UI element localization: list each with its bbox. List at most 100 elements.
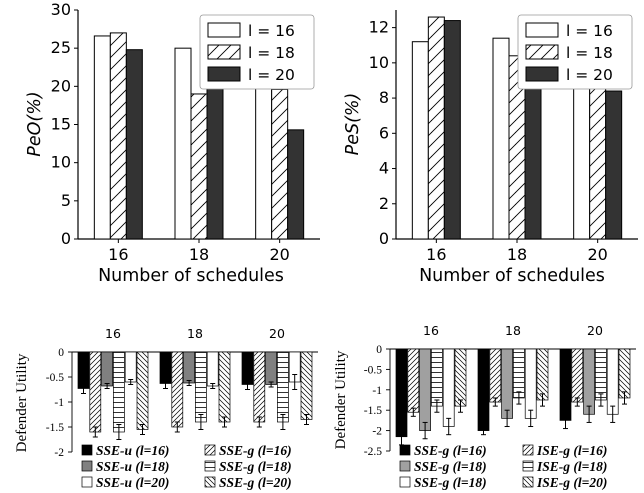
y-tick-label: -2 (372, 426, 382, 438)
y-tick-label: 20 (51, 76, 71, 95)
bar (595, 348, 607, 401)
chart-utility-ise: 0 -0.5 -1 -1.5 -2 -2.5 16 18 20 Defender Utility S… (333, 323, 636, 490)
y-tick-label: -1.5 (364, 405, 382, 417)
legend-label: SSE-g (l=16) (414, 443, 487, 458)
chart-utility-sse: 0 -0.5 -1 -1.5 -2 16 18 20 Defender Utility SSE-u… (14, 326, 318, 490)
bar (489, 348, 502, 403)
y-tick-label: 10 (369, 53, 389, 72)
bar (113, 351, 125, 433)
legend-swatch (525, 22, 559, 38)
category-label: 20 (587, 323, 603, 338)
category-label: 16 (423, 323, 439, 338)
legend-label: l = 16 (248, 22, 295, 40)
y-tick-label: -0.5 (46, 372, 64, 384)
legend-label: SSE-g (l=18) (414, 459, 487, 474)
bar (265, 351, 277, 385)
legend-swatch (399, 476, 411, 488)
bar (442, 348, 455, 427)
bar (171, 351, 184, 428)
y-tick-label: 4 (379, 159, 389, 178)
y-tick-label: -0.5 (364, 364, 382, 376)
bar (477, 348, 490, 431)
legend-label: l = 18 (248, 44, 295, 62)
bar (183, 351, 195, 384)
y-tick-label: 8 (379, 88, 389, 107)
bar (427, 16, 445, 240)
bar (524, 348, 537, 419)
y-tick-label: 15 (51, 115, 71, 134)
y-tick-label: -1 (372, 385, 382, 397)
legend-swatch (522, 460, 534, 472)
bar (411, 41, 429, 240)
legend-swatch (207, 44, 241, 60)
category-label: 18 (505, 323, 521, 338)
y-tick-label: 30 (51, 0, 71, 19)
y-axis-label: PeS(%) (343, 93, 363, 156)
legend-label: SSE-g (l=16) (219, 443, 292, 458)
bar (277, 351, 289, 423)
legend-label: ISE-g (l=20) (536, 475, 607, 490)
x-tick-label: 18 (189, 245, 209, 264)
y-tick-label: 6 (379, 123, 389, 142)
legend-label: l = 20 (248, 66, 295, 84)
legend-label: SSE-g (l=20) (219, 475, 292, 490)
y-tick-label: 10 (51, 153, 71, 172)
y-tick-label: -1.5 (46, 422, 64, 434)
x-tick-label: 16 (108, 245, 128, 264)
legend-swatch (207, 66, 241, 82)
legend-swatch (399, 444, 411, 456)
y-tick-label: 2 (379, 194, 389, 213)
bar (93, 35, 111, 240)
bar (407, 348, 420, 413)
bar (431, 348, 443, 407)
y-tick-label: 0 (58, 347, 64, 359)
x-tick-label: 18 (507, 245, 527, 264)
legend-swatch (204, 460, 216, 472)
y-tick-label: 25 (51, 38, 71, 57)
y-tick-label: -2.5 (364, 446, 382, 458)
bar (174, 47, 192, 240)
bar (300, 351, 313, 420)
y-tick-label: -2 (54, 447, 64, 459)
x-axis-label: Number of schedules (98, 266, 284, 286)
bar (136, 351, 149, 430)
bar (125, 49, 143, 240)
bar (190, 93, 208, 240)
bar (605, 90, 623, 240)
bar (124, 351, 137, 383)
y-tick-label: 0 (379, 229, 389, 248)
bar (287, 129, 305, 240)
legend-swatch (81, 444, 93, 456)
category-label: 16 (105, 326, 121, 341)
x-tick-label: 20 (269, 245, 289, 264)
legend-label: SSE-g (l=18) (219, 459, 292, 474)
x-axis-label: Number of schedules (419, 266, 605, 286)
y-tick-label: 12 (369, 18, 389, 37)
legend-swatch (525, 66, 559, 82)
legend-label: SSE-u (l=20) (96, 475, 169, 490)
bar (89, 351, 102, 433)
legend-swatch (207, 22, 241, 38)
bar (195, 351, 207, 423)
bar (501, 348, 513, 419)
legend-label: ISE-g (l=18) (536, 459, 607, 474)
y-axis-label: Defender Utility (333, 350, 349, 449)
legend-swatch (522, 476, 534, 488)
legend-label: l = 16 (566, 22, 613, 40)
legend-swatch (81, 476, 93, 488)
bar (618, 348, 631, 399)
bar (443, 20, 461, 240)
legend-label: SSE-u (l=18) (96, 459, 169, 474)
bar (536, 348, 549, 401)
legend-label: SSE-u (l=16) (96, 443, 169, 458)
legend-label: ISE-g (l=16) (536, 443, 607, 458)
y-axis-label: PeO(%) (25, 91, 45, 156)
legend-label: l = 20 (566, 66, 613, 84)
legend-swatch (81, 460, 93, 472)
y-axis-label: Defender Utility (14, 353, 30, 452)
legend-label: l = 18 (566, 44, 613, 62)
category-label: 20 (269, 326, 285, 341)
bar (218, 351, 231, 423)
bar (492, 37, 510, 240)
